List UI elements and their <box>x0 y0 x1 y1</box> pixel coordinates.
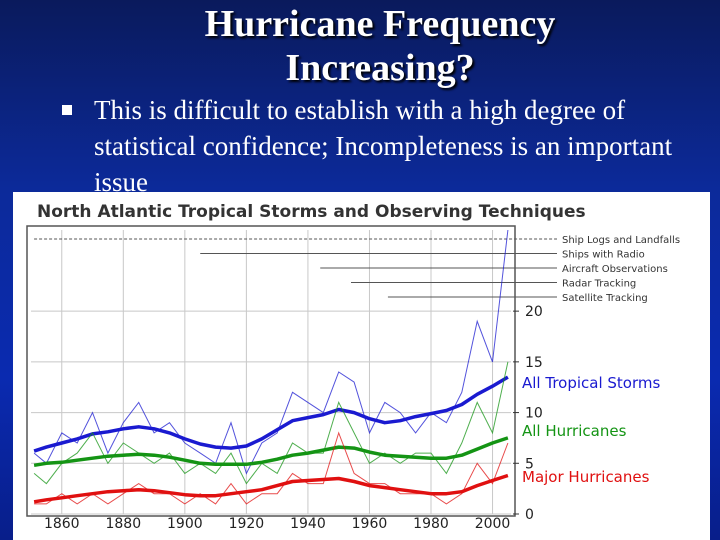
series-layer <box>33 229 509 505</box>
plot-frame <box>26 225 516 517</box>
series-labels: All Tropical Storms All Hurricanes Major H… <box>522 374 660 486</box>
series-label-1: All Hurricanes <box>522 422 627 440</box>
y-tick-label-20: 20 <box>525 304 543 320</box>
x-tick-label-1960: 1960 <box>352 516 388 532</box>
observing-label-3: Radar Tracking <box>562 279 636 290</box>
x-tick-label-1940: 1940 <box>290 516 326 532</box>
series-annual-line-1 <box>33 361 509 485</box>
observing-label-0: Ship Logs and Landfalls <box>562 235 680 246</box>
x-tick-label-1880: 1880 <box>105 516 141 532</box>
slide-title: Hurricane Frequency Increasing? <box>204 3 556 89</box>
x-tick-label-1920: 1920 <box>229 516 265 532</box>
observing-label-1: Ships with Radio <box>562 250 645 261</box>
chart-title: North Atlantic Tropical Storms and Obser… <box>37 202 586 222</box>
series-annual-line-0 <box>33 229 509 475</box>
observing-label-4: Satellite Tracking <box>562 293 648 304</box>
x-tick-label-2000: 2000 <box>475 516 511 532</box>
x-tick-label-1900: 1900 <box>167 516 203 532</box>
y-tick-label-15: 15 <box>525 355 543 371</box>
series-smoothed-line-1 <box>33 436 509 468</box>
series-label-2: Major Hurricanes <box>522 468 650 486</box>
y-tick-label-5: 5 <box>525 456 534 472</box>
chart-panel: North Atlantic Tropical Storms and Obser… <box>13 192 710 540</box>
x-tick-label-1860: 1860 <box>44 516 80 532</box>
bullet-square-icon <box>62 105 72 115</box>
series-smoothed-line-0 <box>33 375 509 453</box>
x-tick-label-1980: 1980 <box>413 516 449 532</box>
y-tick-label-0: 0 <box>525 507 534 523</box>
y-tick-label-10: 10 <box>525 406 543 422</box>
observing-techniques: Ship Logs and Landfalls Ships with Radio A… <box>34 235 680 304</box>
storm-chart: North Atlantic Tropical Storms and Obser… <box>26 202 680 532</box>
series-smoothed-line-2 <box>33 473 509 504</box>
tick-layer: 1860 1880 1900 1920 1940 1960 1980 2000 0 5 10 15 20 <box>44 304 543 532</box>
grid-layer <box>31 230 511 515</box>
bullet-text: This is difficult to establish with a hi… <box>94 95 673 197</box>
observing-label-2: Aircraft Observations <box>562 264 668 275</box>
series-label-0: All Tropical Storms <box>522 374 660 392</box>
